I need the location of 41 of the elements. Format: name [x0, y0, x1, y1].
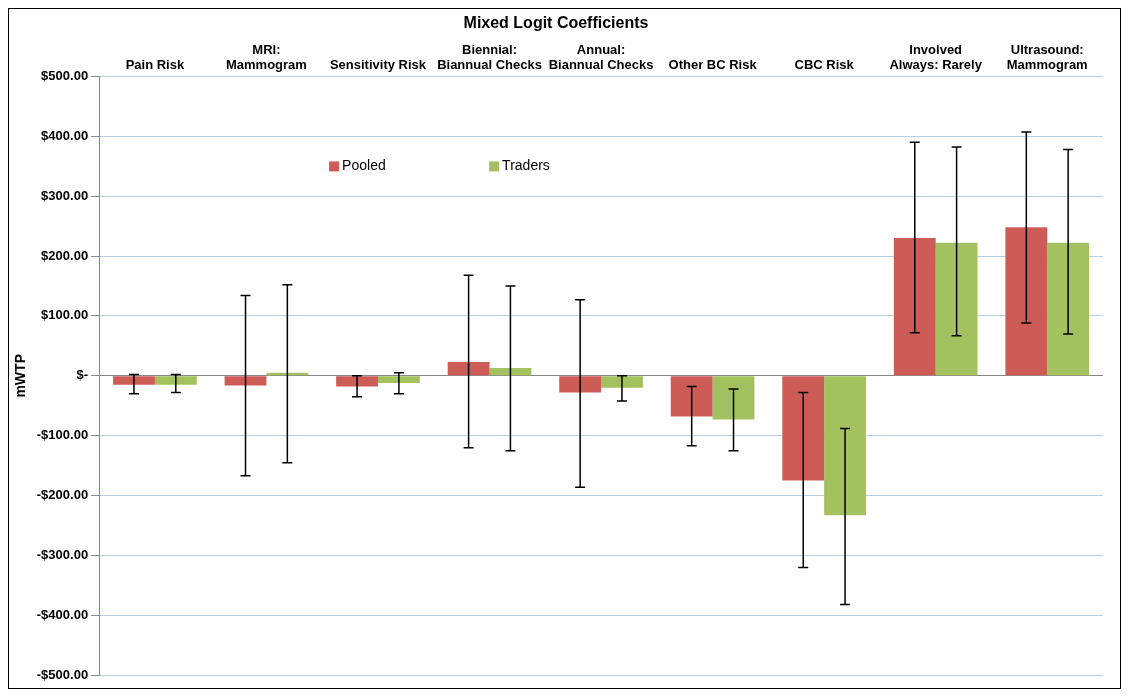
- bar: [154, 376, 197, 385]
- y-tick-label: $300.00: [41, 187, 89, 203]
- bar: [712, 376, 755, 420]
- bar: [559, 376, 602, 393]
- x-tick-label: Annual: Biannual Checks: [548, 41, 654, 73]
- bar: [336, 376, 378, 387]
- bar: [670, 376, 713, 417]
- bar: [935, 242, 978, 376]
- legend-label: Pooled: [342, 157, 386, 174]
- x-tick-label: Other BC Risk: [668, 57, 758, 73]
- y-tick-label: $200.00: [41, 247, 89, 263]
- bar: [224, 376, 267, 386]
- x-tick-label: Sensitivity Risk: [329, 57, 427, 73]
- y-axis-title: mWTP: [12, 354, 29, 398]
- x-tick-label: CBC Risk: [794, 57, 855, 73]
- bar: [1005, 227, 1048, 376]
- bar: [489, 368, 532, 376]
- y-tick-label: -$300.00: [36, 547, 89, 563]
- x-tick-label: Biennial: Biannual Checks: [437, 41, 542, 73]
- y-tick-label: $500.00: [41, 67, 89, 83]
- y-tick-label: -$200.00: [36, 487, 89, 503]
- chart-title: Mixed Logit Coefficients: [463, 14, 649, 32]
- legend-label: Traders: [502, 157, 550, 174]
- y-tick-label: -$100.00: [36, 427, 89, 443]
- x-tick-label: Involved Always: Rarely: [889, 41, 983, 73]
- bar: [601, 376, 643, 388]
- bar: [782, 376, 825, 481]
- bar: [113, 376, 155, 385]
- x-tick-label: MRI: Mammogram: [225, 41, 307, 73]
- bar: [447, 362, 490, 376]
- bar: [1047, 242, 1090, 376]
- x-tick-label: Pain Risk: [125, 57, 185, 73]
- y-tick-label: -$500.00: [36, 666, 89, 682]
- bar: [893, 238, 936, 376]
- bar: [824, 376, 866, 516]
- y-tick-label: $100.00: [41, 307, 89, 323]
- y-tick-label: $400.00: [41, 127, 89, 143]
- bar: [377, 376, 420, 383]
- y-tick-label: -$400.00: [36, 606, 89, 622]
- x-tick-label: Ultrasound: Mammogram: [1006, 41, 1088, 73]
- y-tick-label: $-: [76, 367, 89, 383]
